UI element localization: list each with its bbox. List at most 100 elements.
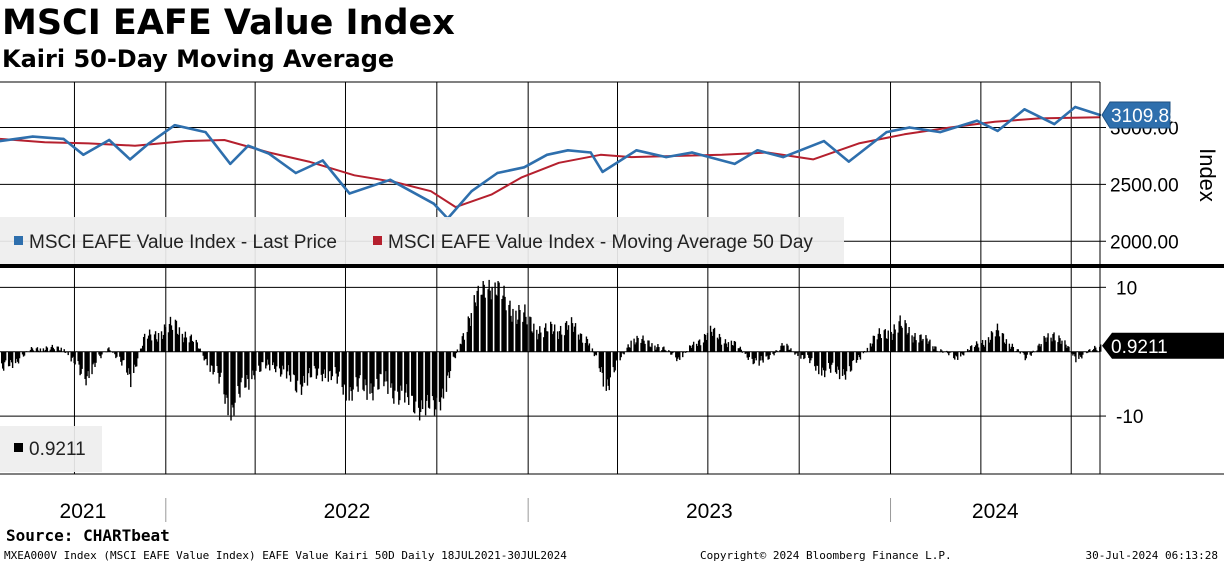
kairi-bar [301, 351, 304, 387]
kairi-bar [675, 351, 677, 358]
footer-timestamp: 30-Jul-2024 06:13:28 [1085, 549, 1218, 562]
kairi-bar [343, 351, 345, 385]
kairi-bar [1096, 350, 1098, 352]
kairi-bar [862, 351, 865, 354]
kairi-bar [572, 331, 575, 352]
kairi-bar [642, 335, 644, 352]
kairi-bar [1081, 351, 1083, 359]
kairi-bar [546, 331, 548, 352]
kairi-bar [108, 347, 110, 352]
kairi-bar [876, 339, 879, 352]
kairi-bar [567, 325, 570, 352]
kairi-bar [296, 351, 299, 381]
kairi-bar [725, 343, 728, 352]
last-price-point [247, 144, 250, 147]
kairi-bar [983, 346, 986, 352]
kairi-bar [850, 351, 853, 371]
kairi-bar [463, 339, 466, 352]
kairi-bar [1080, 351, 1082, 358]
kairi-bar [275, 351, 277, 373]
kairi-bar [894, 329, 896, 352]
kairi-bar [740, 349, 743, 352]
kairi-bar [1086, 351, 1088, 354]
kairi-bar [1012, 346, 1015, 352]
last-price-point [822, 139, 826, 143]
kairi-bar [100, 351, 102, 359]
kairi-bar [196, 342, 198, 352]
kairi-bar [636, 335, 638, 352]
kairi-bar [1030, 351, 1032, 356]
kairi-bar [226, 351, 228, 398]
kairi-bar [345, 351, 347, 401]
kairi-bar [163, 324, 166, 352]
kairi-bar [188, 342, 191, 352]
kairi-bar [804, 351, 806, 359]
kairi-bar [246, 351, 248, 375]
last-price-point [294, 171, 297, 175]
kairi-bar [893, 324, 895, 352]
kairi-bar [519, 309, 521, 352]
kairi-bar [870, 346, 873, 352]
kairi-bar [386, 351, 388, 382]
kairi-bar [25, 351, 28, 352]
kairi-bar [309, 351, 312, 378]
last-price-point [885, 130, 888, 134]
kairi-bar [468, 318, 470, 352]
kairi-bar [619, 351, 621, 361]
legend-label-last-price: MSCI EAFE Value Index - Last Price [29, 232, 337, 253]
kairi-bar [300, 351, 303, 395]
kairi-bar [969, 346, 972, 352]
kairi-bar [755, 351, 757, 361]
kairi-bar [78, 351, 80, 365]
kairi-bar [710, 331, 713, 352]
kairi-bar [38, 351, 41, 353]
kairi-bar [602, 351, 605, 387]
kairi-bar [891, 339, 893, 352]
kairi-bar [544, 327, 546, 352]
kairi-bar [489, 290, 491, 352]
kairi-bar [844, 351, 847, 380]
kairi-bar [86, 351, 88, 377]
kairi-bar [1073, 351, 1075, 355]
kairi-bar [28, 351, 31, 353]
last-price-point [782, 155, 785, 159]
last-price-point [348, 192, 351, 195]
kairi-bar [1044, 337, 1046, 352]
kairi-bar [189, 336, 192, 352]
kairi-bar [31, 348, 34, 352]
kairi-bar [663, 346, 665, 352]
kairi-bar [476, 290, 478, 352]
kairi-bar [205, 351, 207, 359]
kairi-bar [328, 351, 331, 372]
kairi-bar [168, 323, 171, 352]
kairi-bar [192, 341, 194, 352]
kairi-bar [857, 351, 860, 356]
kairi-bar [241, 351, 243, 378]
kairi-bar [119, 351, 121, 357]
kairi-bar [295, 351, 298, 393]
kairi-bar [654, 345, 656, 352]
kairi-bar [93, 351, 95, 363]
kairi-bar [51, 344, 54, 352]
kairi-bar [460, 344, 463, 352]
kairi-last-tag-value: 0.9211 [1111, 337, 1168, 358]
kairi-bar [525, 316, 527, 352]
kairi-bar [1038, 343, 1040, 352]
kairi-bar [780, 345, 782, 352]
kairi-bar [80, 351, 82, 374]
kairi-bar [601, 351, 604, 373]
kairi-bar [1025, 351, 1027, 359]
legend-swatch-kairi [14, 443, 23, 452]
kairi-bar [275, 351, 278, 367]
kairi-bar [147, 335, 150, 352]
kairi-bar [170, 325, 173, 352]
kairi-bar [782, 345, 784, 352]
kairi-bar [95, 351, 97, 363]
kairi-bar [329, 351, 331, 371]
kairi-bar [672, 351, 674, 354]
last-price-point [229, 162, 232, 166]
last-price-tag-value: 3109.85 [1111, 106, 1180, 127]
kairi-bar [1005, 339, 1008, 352]
kairi-bar [1008, 343, 1011, 352]
last-price-point [204, 130, 207, 134]
